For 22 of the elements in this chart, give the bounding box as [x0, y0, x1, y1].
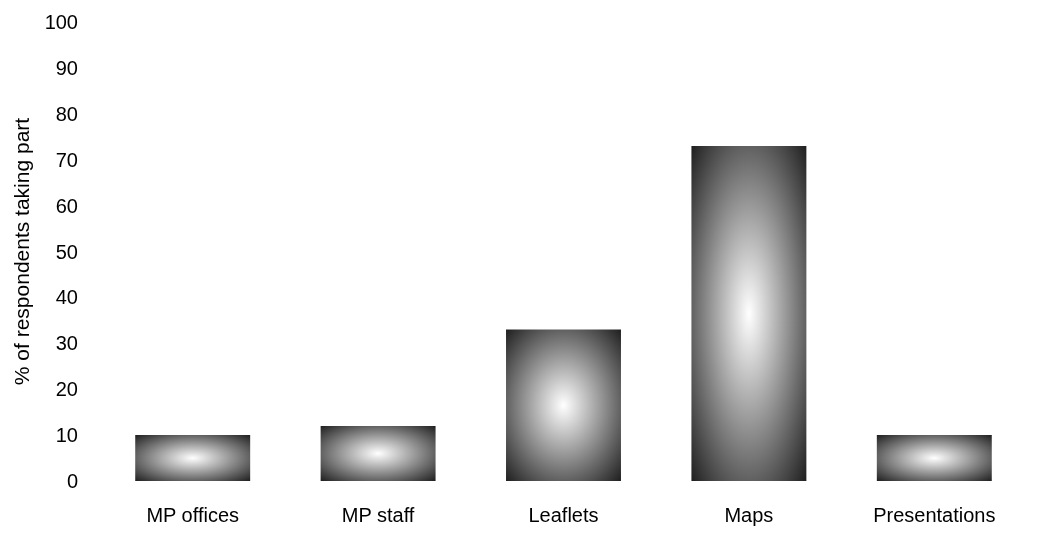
bar — [506, 329, 621, 481]
y-tick-label: 40 — [55, 286, 78, 309]
x-tick-label: Leaflets — [528, 504, 599, 526]
bar — [691, 145, 807, 481]
bar — [320, 425, 436, 481]
y-tick-label: 0 — [66, 470, 78, 492]
x-tick-label: Maps — [724, 504, 774, 526]
y-tick-label: 70 — [55, 148, 78, 171]
x-tick-label: MP offices — [146, 504, 240, 526]
x-tick-label: Presentations — [873, 504, 996, 526]
y-tick-label: 90 — [55, 56, 78, 79]
y-tick-label: 50 — [55, 240, 78, 263]
y-tick-label: 80 — [55, 102, 78, 125]
bar — [876, 435, 992, 481]
y-tick-label: 60 — [55, 194, 78, 217]
y-axis-title: % of respondents taking part — [10, 117, 33, 386]
bar — [135, 435, 251, 481]
y-tick-label: 100 — [44, 11, 78, 33]
y-tick-label: 10 — [55, 424, 78, 447]
y-tick-label: 30 — [55, 332, 78, 355]
x-tick-label: MP staff — [341, 504, 415, 526]
y-tick-label: 20 — [55, 378, 78, 401]
